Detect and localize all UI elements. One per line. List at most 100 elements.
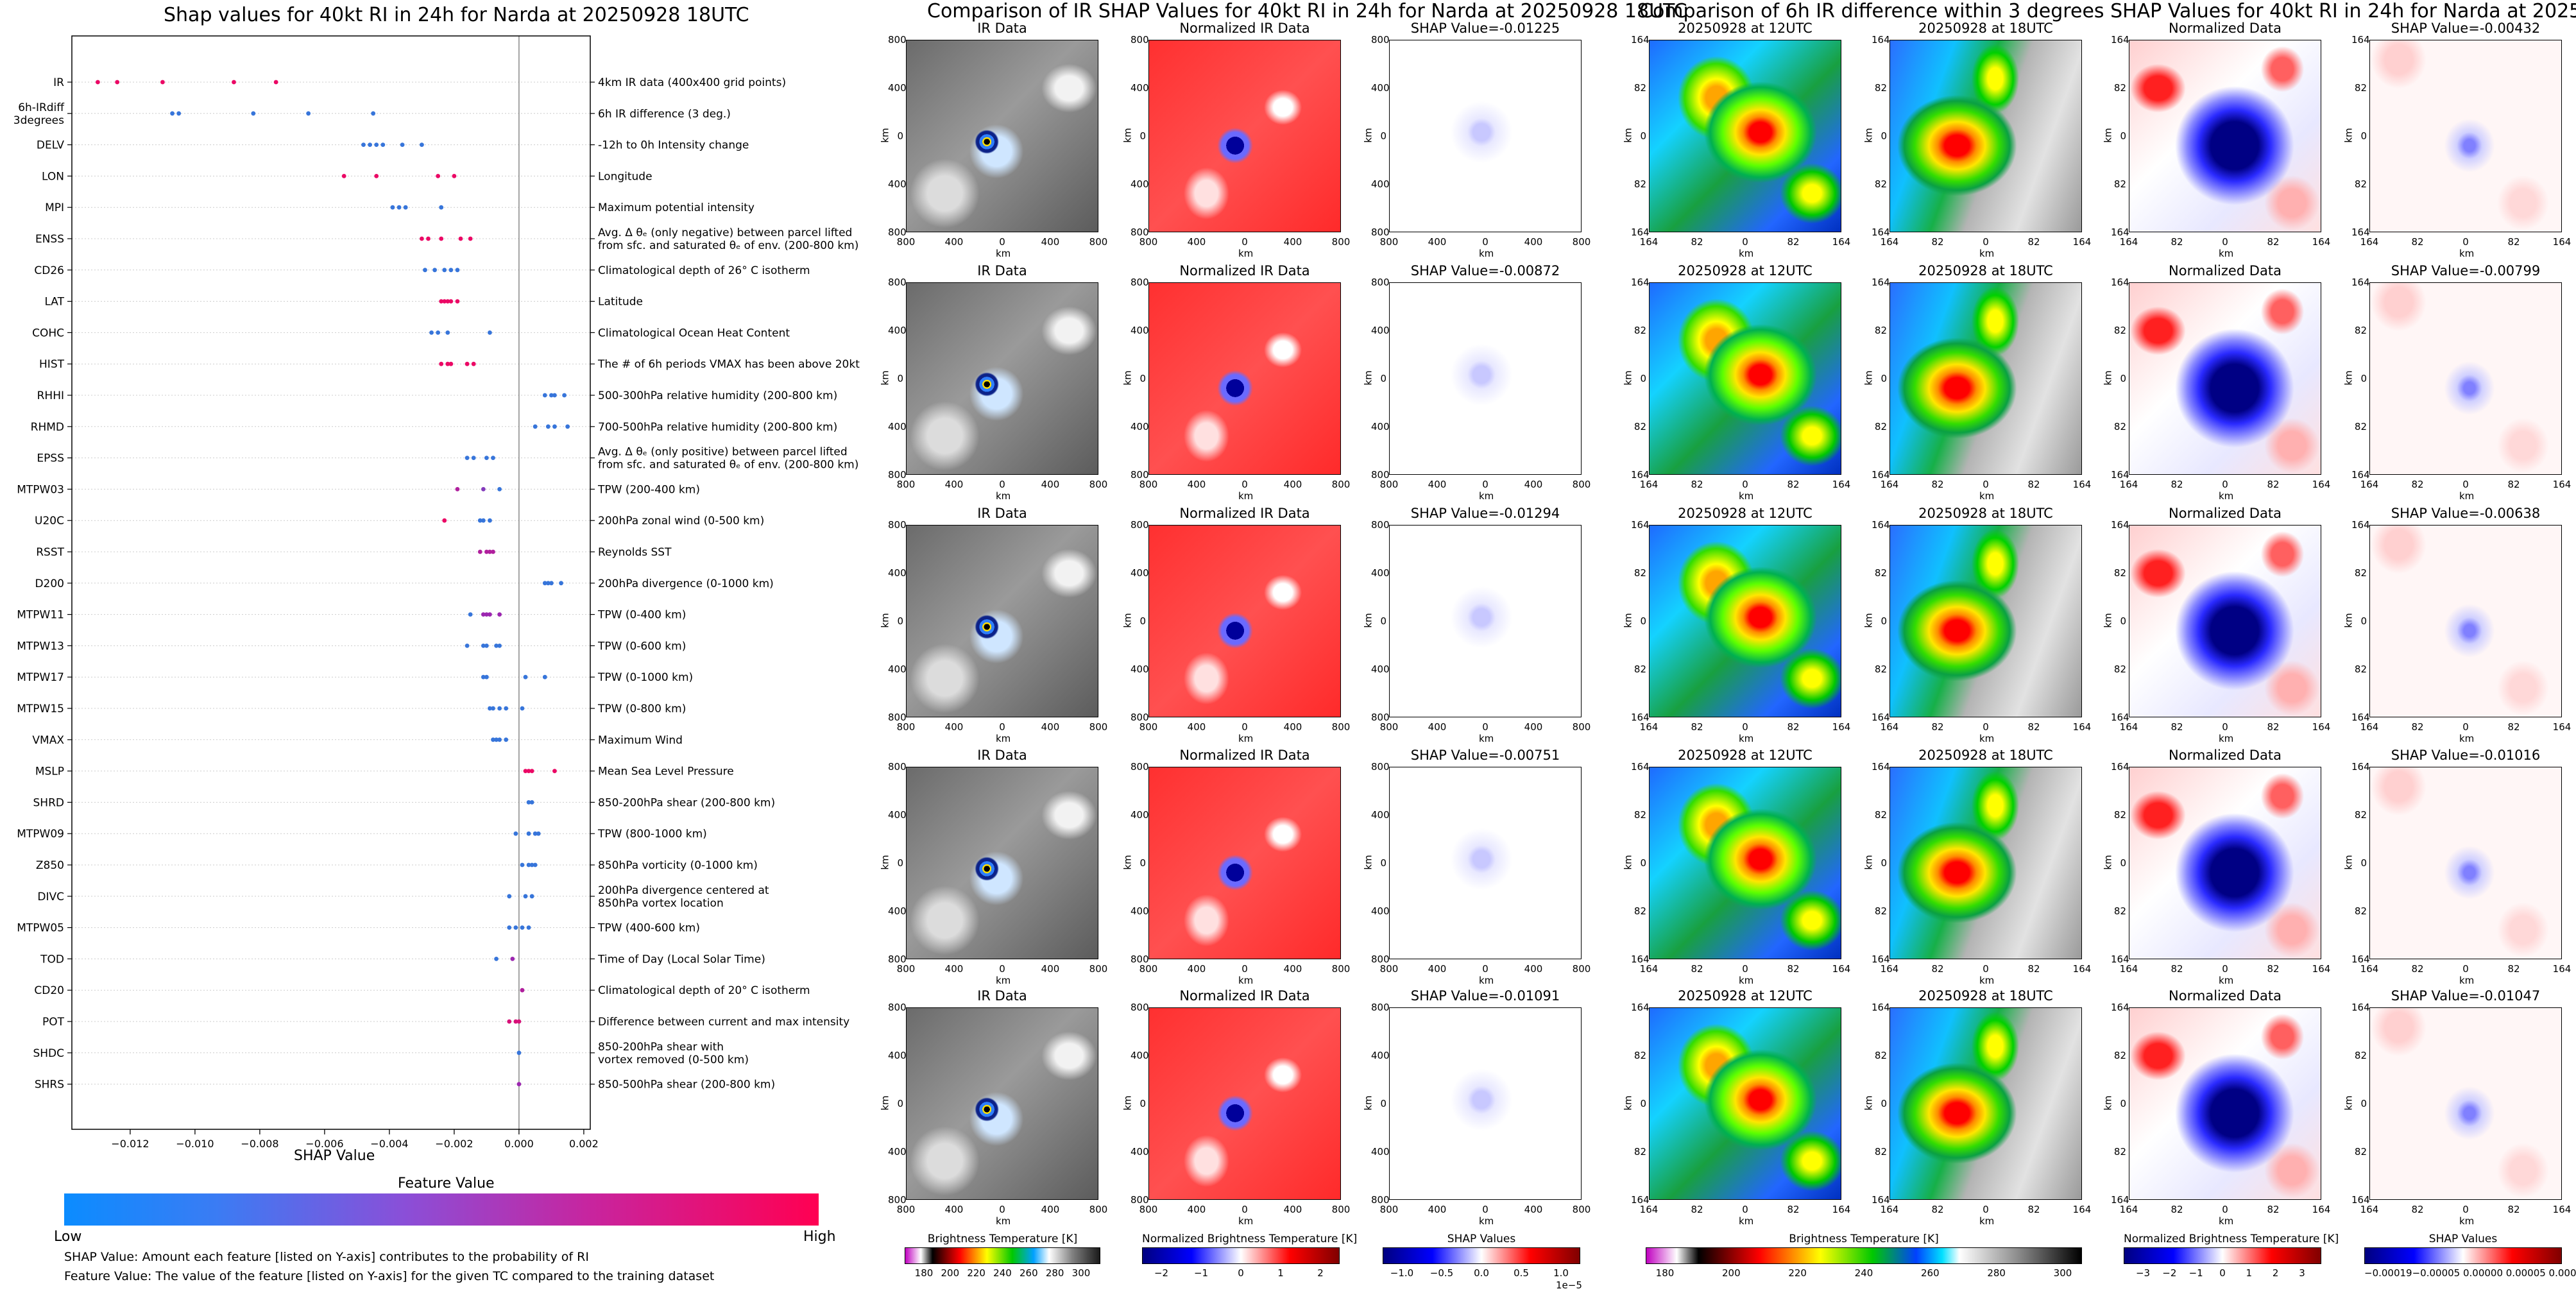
brightness-temp-colorbar-mid-label: Brightness Temperature [K] bbox=[927, 1233, 1078, 1245]
shap-point bbox=[477, 518, 482, 523]
y-tick-label: 164 bbox=[1872, 1002, 1890, 1013]
panel-title: Normalized Data bbox=[2169, 21, 2282, 36]
y-tick-label: 164 bbox=[1631, 1194, 1650, 1206]
shap-point bbox=[465, 456, 470, 460]
x-axis-unit: km bbox=[1739, 490, 1754, 502]
x-axis-unit: km bbox=[1238, 490, 1254, 502]
shap-values-colorbar-mid-tick-label: −0.5 bbox=[1429, 1267, 1454, 1279]
feature-description: TPW (0-800 km) bbox=[597, 703, 686, 715]
shap-point bbox=[488, 330, 492, 335]
shap-point bbox=[445, 299, 450, 304]
ir-18utc-image bbox=[1889, 525, 2082, 717]
shap-point bbox=[439, 205, 444, 210]
x-tick-label: 82 bbox=[1931, 236, 1944, 248]
x-axis-unit: km bbox=[996, 975, 1011, 986]
x-tick-label: 800 bbox=[1089, 721, 1108, 733]
y-tick-label: 82 bbox=[1633, 663, 1646, 675]
feature-label: ENSS bbox=[35, 233, 64, 246]
panel-title: 20250928 at 18UTC bbox=[1918, 263, 2053, 278]
x-tick-label: 164 bbox=[2360, 721, 2379, 733]
shap-point bbox=[542, 393, 547, 398]
x-tick-label: 800 bbox=[1331, 1204, 1351, 1215]
shap-point bbox=[562, 393, 567, 398]
x-axis-unit: km bbox=[1979, 975, 1995, 986]
y-tick-label: 800 bbox=[888, 953, 907, 965]
shap-values-colorbar-mid bbox=[1383, 1247, 1580, 1264]
shap-point bbox=[552, 393, 557, 398]
shap-point bbox=[549, 581, 554, 586]
feature-description: Maximum potential intensity bbox=[598, 201, 755, 214]
x-tick-label: 82 bbox=[1787, 236, 1800, 248]
x-tick-label: 400 bbox=[1187, 721, 1206, 733]
panel-title: IR Data bbox=[977, 988, 1027, 1004]
x-tick-label: 800 bbox=[1331, 236, 1351, 248]
x-tick-label: 164 bbox=[2119, 963, 2138, 975]
y-tick-label: 800 bbox=[1130, 1194, 1149, 1206]
y-axis-unit: km bbox=[2342, 855, 2355, 870]
shap-point bbox=[494, 957, 499, 961]
y-tick-label: 0 bbox=[2120, 373, 2126, 384]
feature-description: TPW (0-600 km) bbox=[597, 640, 686, 653]
y-tick-label: 400 bbox=[1130, 663, 1149, 675]
y-tick-label: 164 bbox=[2111, 953, 2129, 965]
x-tick-label: 400 bbox=[1524, 236, 1543, 248]
y-tick-label: 0 bbox=[1139, 1098, 1146, 1109]
shap-point bbox=[445, 361, 450, 366]
shap-point bbox=[96, 80, 100, 85]
y-tick-label: 0 bbox=[1380, 615, 1386, 627]
x-tick-label: 82 bbox=[2027, 721, 2040, 733]
panel-title: 20250928 at 12UTC bbox=[1678, 988, 1813, 1004]
x-tick-label: 164 bbox=[2360, 479, 2379, 490]
shap-point bbox=[513, 831, 518, 836]
x-tick-label: 164 bbox=[2072, 236, 2092, 248]
x-tick-label: 400 bbox=[1524, 1204, 1543, 1215]
x-tick-label: 0 bbox=[2462, 1204, 2469, 1215]
y-tick-label: 400 bbox=[1130, 421, 1149, 432]
feature-label: CD20 bbox=[34, 984, 64, 997]
ir-data-image bbox=[906, 1007, 1098, 1200]
shap-values-colorbar-mid-tick-label: 0.0 bbox=[1474, 1267, 1489, 1279]
x-tick-label: 164 bbox=[1880, 1204, 1899, 1215]
panel-title: Normalized Data bbox=[2169, 748, 2282, 763]
x-tick-label: 400 bbox=[1524, 721, 1543, 733]
x-tick-label: 0 bbox=[1742, 963, 1748, 975]
x-tick-label: 82 bbox=[1691, 721, 1703, 733]
ir-shap-image bbox=[1389, 282, 1582, 475]
y-tick-label: 82 bbox=[1874, 567, 1887, 579]
x-tick-label: 164 bbox=[1832, 236, 1851, 248]
shap-point bbox=[400, 142, 405, 148]
y-tick-label: 164 bbox=[2111, 1002, 2129, 1013]
feature-description: 500-300hPa relative humidity (200-800 km… bbox=[598, 389, 837, 402]
y-tick-label: 0 bbox=[2360, 373, 2367, 384]
x-axis-unit: km bbox=[1479, 1215, 1494, 1227]
x-tick-label: 164 bbox=[2072, 963, 2092, 975]
x-tick-label: −0.008 bbox=[241, 1138, 278, 1150]
normalized-temp-colorbar-right-tick-label: 1 bbox=[2246, 1267, 2253, 1279]
colorbar-high-label: High bbox=[803, 1229, 836, 1245]
y-tick-label: 82 bbox=[2354, 663, 2367, 675]
y-tick-label: 400 bbox=[1371, 325, 1390, 336]
shap-values-colorbar-mid-label: SHAP Values bbox=[1447, 1233, 1516, 1245]
brightness-temp-colorbar-right-tick-label: 300 bbox=[2053, 1267, 2072, 1279]
ir-12utc-image bbox=[1649, 40, 1841, 232]
shap-point bbox=[507, 925, 512, 930]
shap-point bbox=[497, 706, 502, 711]
y-tick-label: 800 bbox=[1371, 761, 1390, 773]
shap-point bbox=[491, 737, 495, 742]
x-tick-label: 0 bbox=[2222, 236, 2228, 248]
shap-point bbox=[445, 330, 450, 335]
shap-point bbox=[439, 236, 444, 241]
y-tick-label: 0 bbox=[1881, 373, 1887, 384]
shap-point bbox=[533, 862, 538, 868]
x-tick-label: 0 bbox=[1983, 963, 1989, 975]
x-tick-label: 164 bbox=[2312, 479, 2331, 490]
x-tick-label: 164 bbox=[2119, 479, 2138, 490]
shap-point bbox=[468, 236, 473, 241]
shap-point bbox=[523, 894, 528, 899]
ir-18utc-image bbox=[1889, 767, 2082, 959]
x-tick-label: 82 bbox=[1691, 963, 1703, 975]
x-tick-label: 164 bbox=[2552, 963, 2572, 975]
y-axis-unit: km bbox=[2102, 855, 2114, 870]
shap-point bbox=[520, 706, 525, 711]
x-tick-label: 164 bbox=[1880, 963, 1899, 975]
